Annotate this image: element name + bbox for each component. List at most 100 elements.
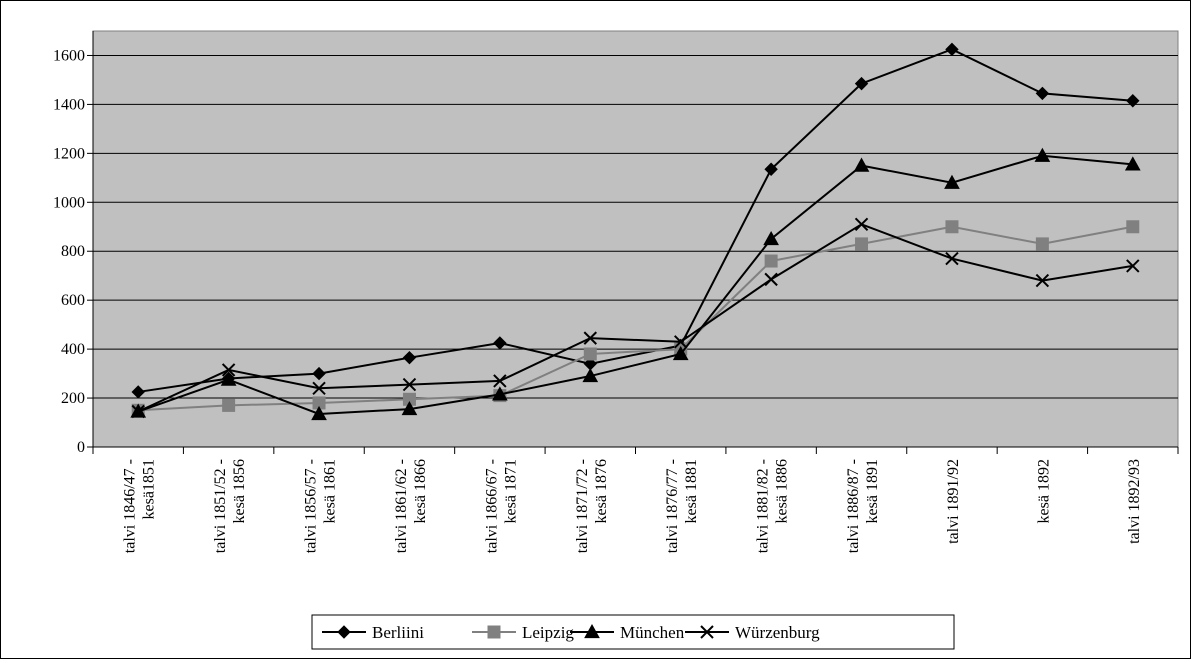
data-point-marker [763,230,779,246]
data-point-marker [945,251,959,266]
x-tick-label-line: kesä 1892 [1035,459,1052,523]
axes [87,31,1179,454]
data-point-marker [1126,220,1140,234]
x-tick-label: talvi 1861/62 - kesä 1866 [393,459,429,553]
marker-stroke [583,331,597,345]
data-point-marker [222,398,236,412]
series-berliini [131,42,1140,399]
data-point-marker [1035,237,1049,251]
data-point-marker [854,217,869,232]
x-tick-label-line: kesä 1876 [593,459,610,523]
x-tick-label: talvi 1851/52 - kesä 1856 [212,459,248,553]
x-tick-label: talvi 1846/47 - kesä1851 [122,459,158,553]
y-tick-label: 0 [77,439,85,456]
marker-stroke [1126,259,1140,273]
marker-stroke [764,272,778,287]
x-tick-label: kesä 1892 [1035,459,1052,523]
data-point-marker [220,371,237,386]
data-point-marker [402,377,417,392]
y-tick-label: 1000 [53,194,85,211]
legend-item-berliini: Berliini [322,623,424,642]
x-tick-label: talvi 1876/77 - kesä 1881 [664,459,700,553]
marker-stroke [221,363,236,377]
data-point-marker [583,331,597,345]
x-tick-label-line: kesä 1856 [231,459,248,523]
x-tick-label-line: kesä 1881 [683,459,700,523]
y-tick-label: 800 [61,243,85,260]
x-tick-label-line: talvi 1846/47 - [122,459,139,553]
data-point-marker [583,347,597,361]
data-point-marker [1124,156,1141,171]
series-würzenburg [131,217,1140,419]
data-point-marker [311,405,327,421]
y-tick-label: 200 [61,390,85,407]
x-tick-label: talvi 1871/72 - kesä 1876 [574,459,610,553]
legend: Berliini Leipzig München Würzenburg [311,614,955,650]
legend-label: Berliini [372,623,424,642]
series-line [137,223,1133,413]
plot-area [92,30,1179,448]
series-line [137,154,1133,415]
marker-stroke [854,217,869,232]
series-line [138,48,1133,393]
data-point-marker [672,345,689,361]
y-tick-label: 1600 [53,47,85,64]
x-tick-label-line: kesä 1886 [774,459,791,523]
legend-label: Leipzig [522,623,574,642]
data-point-marker [1126,94,1140,108]
y-tick-label: 400 [61,341,85,358]
y-tick-label: 1200 [53,145,85,162]
data-point-marker [945,42,959,57]
x-tick-label: talvi 1866/67 - kesä 1871 [483,459,519,553]
x-tick-label: talvi 1891/92 [945,459,962,544]
data-point-marker [764,162,778,176]
y-tick-labels: 0 200 400 600 800 1000 1200 1400 1600 [53,47,85,456]
x-tick-label-line: kesä 1866 [412,459,429,523]
marker-stroke [1035,273,1050,288]
data-point-marker [312,381,326,395]
data-point-marker [584,623,600,639]
x-tick-label-line: talvi 1856/57 - [303,459,320,553]
data-point-marker [131,385,145,399]
x-tick-label: talvi 1886/87 - kesä 1891 [845,459,881,553]
data-point-marker [131,404,145,419]
marker-stroke [674,335,688,349]
data-point-marker [582,368,599,383]
x-tick-label: talvi 1856/57 - kesä 1861 [303,459,339,553]
marker-stroke [402,377,417,392]
y-tick-label: 1400 [53,96,85,113]
data-point-marker [855,237,869,251]
data-point-marker [492,386,508,401]
x-tick-label-line: talvi 1861/62 - [393,459,410,553]
y-tick-label: 600 [61,292,85,309]
legend-item-würzenburg: Würzenburg [685,623,820,642]
x-tick-label-line: talvi 1876/77 - [664,459,681,553]
data-point-marker [1035,86,1050,101]
marker-stroke [493,374,507,388]
data-point-marker [944,174,960,189]
data-point-marker [764,254,778,268]
data-point-marker [1034,147,1051,162]
legend-label: München [620,623,685,642]
data-point-marker [853,157,870,172]
x-tick-label-line: talvi 1892/93 [1126,459,1143,544]
data-point-marker [1035,273,1050,288]
series-group [130,42,1141,421]
marker-stroke [312,381,326,395]
x-tick-label-line: talvi 1891/92 [945,459,962,544]
data-point-marker [401,401,418,416]
x-tick-label-line: talvi 1886/87 - [845,459,862,553]
x-tick-label-line: kesä 1891 [864,459,881,523]
marker-stroke [945,251,959,266]
data-point-marker [493,374,507,388]
data-point-marker [700,625,714,639]
x-tick-label-line: kesä 1871 [502,459,519,523]
data-point-marker [487,625,501,639]
data-point-marker [337,625,351,639]
x-tick-label-line: talvi 1866/67 - [483,459,500,553]
x-tick-label-line: talvi 1871/72 - [574,459,591,553]
series-münchen [130,147,1141,421]
marker-stroke [700,625,714,639]
